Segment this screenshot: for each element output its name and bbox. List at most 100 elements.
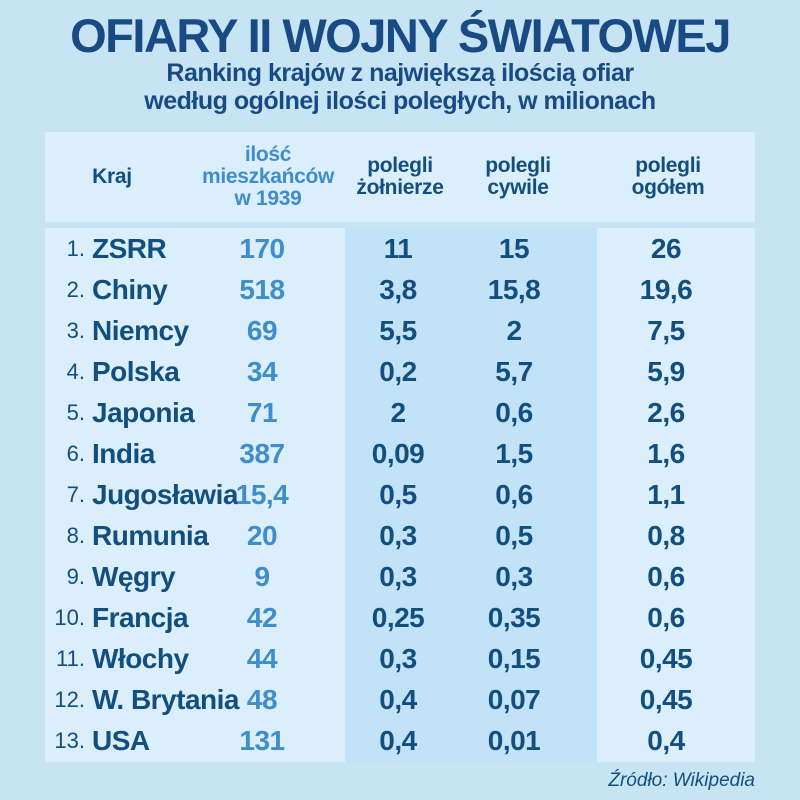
column-header-country: Kraj (92, 165, 132, 188)
table-row: 5. Japonia 71 2 0,6 2,6 (45, 392, 755, 433)
soldiers-value: 0,4 (379, 725, 417, 757)
population-value: 518 (239, 273, 285, 305)
civilians-value: 0,07 (487, 684, 541, 716)
table-row: 3. Niemcy 69 5,5 2 7,5 (45, 310, 755, 351)
civilians-value: 5,7 (495, 355, 533, 387)
soldiers-value: 0,3 (379, 520, 417, 552)
rank-label: 7. (66, 482, 85, 507)
country-label: Chiny (92, 273, 168, 305)
civilians-value: 15,8 (487, 273, 541, 305)
total-value: 0,6 (647, 561, 685, 593)
column-header-soldiers: polegli żołnierze (356, 154, 444, 199)
total-value: 0,45 (639, 643, 693, 675)
rank-label: 3. (66, 317, 85, 343)
civilians-value: 1,5 (495, 437, 533, 469)
soldiers-value: 2 (390, 396, 406, 428)
total-value: 7,5 (647, 314, 685, 346)
population-value: 9 (254, 561, 270, 593)
table-row: 10. Francja 42 0,25 0,35 0,6 (45, 598, 755, 639)
right-column-band (597, 228, 755, 762)
rank-label: 11. (56, 646, 85, 672)
civilians-value: 0,35 (487, 602, 541, 634)
source-note: Źródło: Wikipedia (608, 770, 755, 791)
population-value: 44 (246, 643, 278, 675)
country-label: Węgry (92, 561, 176, 593)
population-value: 34 (246, 355, 278, 387)
civilians-value: 0,01 (487, 725, 541, 757)
table-header-row: Kraj ilość mieszkańców w 1939 polegli żo… (45, 132, 755, 222)
table-row: 1. ZSRR 170 11 15 26 (45, 228, 755, 269)
total-value: 0,8 (647, 520, 685, 552)
header-band (45, 132, 755, 222)
civilians-value: 15 (498, 232, 530, 264)
table-row: 13. USA 131 0,4 0,01 0,4 (45, 721, 755, 762)
civilians-value: 0,3 (495, 561, 533, 593)
population-value: 69 (246, 314, 278, 346)
soldiers-value: 0,5 (379, 479, 417, 510)
country-label: India (92, 437, 155, 469)
population-value: 48 (246, 684, 278, 716)
rank-label: 8. (66, 523, 85, 549)
country-label: Rumunia (92, 520, 209, 552)
population-value: 170 (239, 232, 285, 264)
table-row: 6. India 387 0,09 1,5 1,6 (45, 433, 755, 474)
population-value: 71 (246, 396, 278, 428)
country-label: Japonia (92, 396, 195, 428)
soldiers-value: 5,5 (379, 314, 417, 346)
soldiers-value: 0,3 (379, 643, 417, 675)
civilians-value: 0,6 (495, 396, 533, 428)
country-label: Polska (92, 355, 180, 387)
table-row: 7. Jugosławia 15,4 0,5 0,6 1,1 (45, 474, 755, 515)
table-row: 11. Włochy 44 0,3 0,15 0,45 (45, 639, 755, 680)
page-subtitle: Ranking krajów z największą ilością ofia… (144, 59, 656, 115)
country-label: Jugosławia (92, 479, 238, 510)
civilians-value: 0,6 (495, 479, 533, 510)
table-row: 9. Węgry 9 0,3 0,3 0,6 (45, 557, 755, 598)
civilians-value: 2 (506, 314, 522, 346)
civilians-value: 0,15 (487, 643, 541, 675)
total-value: 1,6 (647, 437, 685, 469)
table-row: 4. Polska 34 0,2 5,7 5,9 (45, 351, 755, 392)
soldiers-value: 0,25 (371, 602, 425, 634)
table-rows: 1. ZSRR 170 11 15 26 2. Chiny 518 3,8 15… (45, 228, 755, 762)
soldiers-value: 11 (383, 232, 413, 264)
civilians-value: 0,5 (495, 520, 533, 552)
soldiers-value: 3,8 (379, 273, 417, 305)
rank-label: 6. (66, 440, 85, 466)
column-header-civilians: polegli cywile (485, 154, 551, 199)
page-title: OFIARY II WOJNY ŚWIATOWEJ (70, 9, 731, 62)
soldiers-value: 0,09 (371, 437, 425, 469)
population-value: 387 (239, 437, 285, 469)
rank-label: 10. (54, 605, 85, 631)
total-value: 0,4 (647, 725, 685, 757)
population-value: 42 (246, 602, 278, 634)
population-value: 131 (239, 725, 285, 757)
country-label: W. Brytania (92, 684, 239, 716)
table-row: 8. Rumunia 20 0,3 0,5 0,8 (45, 516, 755, 557)
total-value: 5,9 (647, 355, 685, 387)
total-value: 26 (650, 232, 682, 264)
rank-label: 4. (66, 358, 85, 384)
total-value: 0,45 (639, 684, 693, 716)
column-header-population: ilość mieszkańców w 1939 (201, 143, 335, 210)
rank-label: 1. (66, 235, 85, 261)
rank-label: 12. (54, 687, 85, 713)
rank-label: 13. (54, 728, 85, 754)
soldiers-value: 0,2 (379, 355, 417, 387)
population-value: 20 (246, 520, 278, 552)
country-label: Włochy (92, 643, 189, 675)
rank-label: 9. (66, 564, 85, 590)
casualties-table: Kraj ilość mieszkańców w 1939 polegli żo… (45, 132, 755, 762)
total-value: 2,6 (647, 396, 685, 428)
rank-label: 5. (66, 399, 85, 425)
soldiers-value: 0,4 (379, 684, 417, 716)
left-column-band (45, 228, 345, 762)
country-label: Niemcy (92, 314, 189, 346)
rank-label: 2. (66, 276, 85, 302)
total-value: 19,6 (639, 273, 693, 305)
total-value: 1,1 (647, 479, 685, 510)
country-label: ZSRR (92, 232, 167, 264)
table-row: 12. W. Brytania 48 0,4 0,07 0,45 (45, 680, 755, 721)
total-value: 0,6 (647, 602, 685, 634)
